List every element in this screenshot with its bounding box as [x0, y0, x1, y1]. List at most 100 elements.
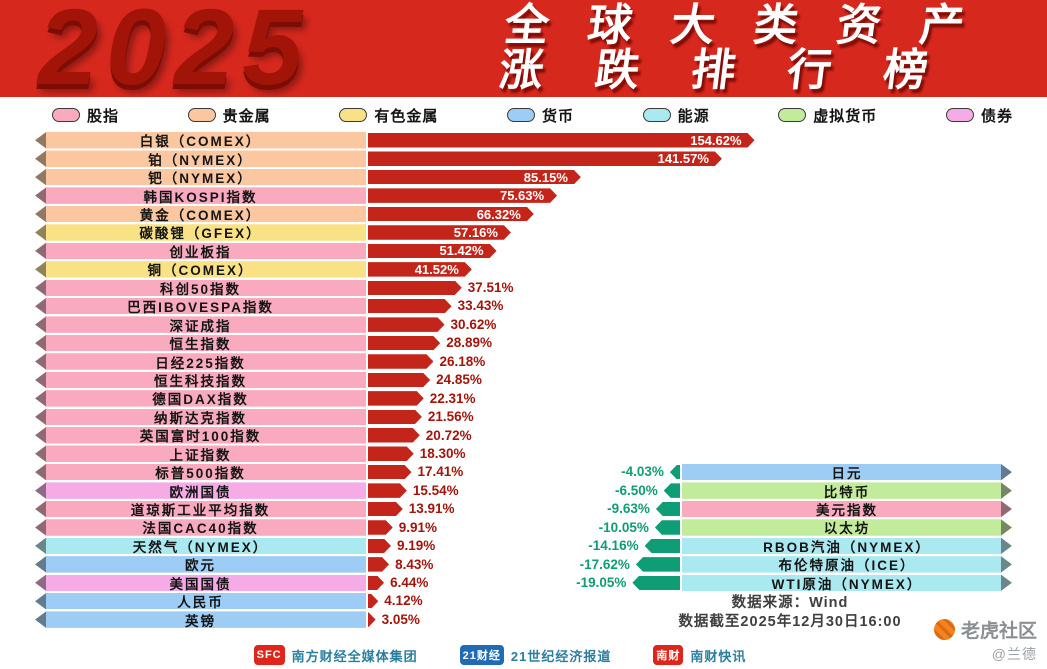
- value-bar-positive: [368, 299, 452, 314]
- asset-label-pill: 人民币: [35, 592, 366, 610]
- value-label: 24.85%: [436, 372, 482, 388]
- value-label: 75.63%: [499, 188, 545, 204]
- watermark-name: 老虎社区: [960, 621, 1037, 642]
- legend-label: 债券: [980, 107, 1013, 125]
- asset-label-pill: 日经225指数: [35, 353, 366, 370]
- chart-row: 黄金（COMEX） 66.32%: [0, 205, 1047, 223]
- legend-swatch: [778, 108, 807, 122]
- tiger-icon: [933, 619, 955, 640]
- asset-label-pill: 黄金（COMEX）: [35, 205, 366, 223]
- value-label: 13.91%: [408, 501, 455, 517]
- value-bar-positive: 85.15%: [368, 170, 581, 185]
- header: 2025 全球大类资产 涨跌排行榜: [0, 0, 1047, 107]
- value-bar-positive: [368, 594, 378, 609]
- legend-label: 货币: [541, 107, 574, 125]
- asset-label-pill: 深证成指: [35, 316, 366, 333]
- asset-label-pill: RBOB汽油（NYMEX）: [682, 538, 1012, 555]
- value-label: -6.50%: [614, 482, 658, 498]
- chart-row: 上证指数 18.30%: [0, 444, 1047, 462]
- value-bar-positive: [368, 428, 420, 443]
- value-bar-positive: 41.52%: [368, 262, 472, 277]
- value-label: 37.51%: [467, 280, 514, 295]
- value-bar-positive: [368, 483, 407, 498]
- chart-row: 韩国KOSPI指数 75.63%: [0, 186, 1047, 204]
- asset-label-pill: 美元指数: [682, 501, 1012, 518]
- brand: 21财经 21世纪经济报道: [459, 645, 612, 665]
- chart-row: 道琼斯工业平均指数 13.91% -9.63% 美元指数: [0, 500, 1047, 518]
- value-label: 17.41%: [417, 464, 464, 480]
- asset-label-pill: 碳酸锂（GFEX）: [35, 224, 366, 241]
- legend-item: 股指: [52, 105, 119, 126]
- value-bar-positive: 51.42%: [368, 244, 497, 259]
- legend-label: 有色金属: [374, 107, 439, 125]
- value-label: -19.05%: [576, 575, 627, 590]
- value-label: 66.32%: [476, 206, 521, 222]
- chart-row: 钯（NYMEX） 85.15%: [0, 168, 1047, 186]
- chart-row: 纳斯达克指数 21.56%: [0, 408, 1047, 426]
- chart-row: 创业板指 51.42%: [0, 242, 1047, 260]
- value-label: 141.57%: [657, 151, 709, 167]
- legend-swatch: [945, 108, 974, 122]
- watermark: 老虎社区 @兰德: [933, 616, 1037, 664]
- value-label: 57.16%: [453, 224, 498, 240]
- chart-row: 英镑 3.05%: [0, 610, 1047, 628]
- value-label: 85.15%: [523, 169, 568, 185]
- source-line2: 数据截至2025年12月30日16:00: [678, 613, 902, 630]
- value-label: 154.62%: [690, 132, 742, 148]
- asset-label-pill: 科创50指数: [35, 279, 366, 296]
- value-label: 22.31%: [429, 390, 476, 406]
- brand-logo: 21财经: [459, 645, 504, 665]
- chart-row: 科创50指数 37.51%: [0, 279, 1047, 297]
- main-title: 全球大类资产 涨跌排行榜: [496, 1, 1006, 95]
- chart-row: 欧洲国债 15.54% -6.50% 比特币: [0, 481, 1047, 499]
- chart-row: 铂（NYMEX） 141.57%: [0, 149, 1047, 167]
- asset-label-pill: 英国富时100指数: [35, 427, 366, 444]
- footer-brands: SFC 南方财经全媒体集团 21财经 21世纪经济报道 南财 南财快讯: [150, 645, 850, 665]
- value-bar-positive: [368, 336, 440, 351]
- chart-row: 恒生科技指数 24.85%: [0, 371, 1047, 389]
- value-label: 3.05%: [381, 611, 420, 627]
- value-label: 33.43%: [457, 298, 504, 314]
- value-bar-positive: [368, 576, 384, 591]
- legend-swatch: [642, 108, 671, 122]
- asset-label-pill: 钯（NYMEX）: [35, 168, 366, 186]
- watermark-name-row: 老虎社区: [933, 616, 1037, 643]
- asset-label-pill: 布伦特原油（ICE）: [682, 556, 1012, 573]
- value-bar-positive: [368, 281, 462, 296]
- value-label: 21.56%: [427, 409, 474, 425]
- legend-item: 货币: [506, 105, 574, 126]
- legend-item: 贵金属: [187, 105, 271, 126]
- asset-label-pill: 恒生科技指数: [35, 371, 366, 389]
- value-bar-positive: 66.32%: [368, 207, 534, 222]
- value-bar-positive: 75.63%: [368, 188, 557, 203]
- value-label: 15.54%: [412, 482, 459, 498]
- asset-label-pill: WTI原油（NYMEX）: [682, 575, 1012, 592]
- chart-row: 美国国债 6.44% -19.05% WTI原油（NYMEX）: [0, 574, 1047, 592]
- value-label: 51.42%: [439, 243, 484, 259]
- value-bar-positive: [368, 410, 422, 425]
- asset-label-pill: 道琼斯工业平均指数: [35, 500, 366, 518]
- value-label: -9.63%: [607, 501, 650, 517]
- chart-row: 恒生指数 28.89%: [0, 334, 1047, 352]
- value-bar-negative: [632, 575, 680, 590]
- value-label: 41.52%: [414, 261, 459, 277]
- chart-row: 欧元 8.43% -17.62% 布伦特原油（ICE）: [0, 555, 1047, 573]
- legend-label: 贵金属: [222, 107, 271, 125]
- asset-label-pill: 美国国债: [35, 574, 366, 591]
- legend-label: 股指: [87, 107, 120, 125]
- value-bar-positive: 141.57%: [368, 151, 722, 166]
- chart-row: 铜（COMEX） 41.52%: [0, 260, 1047, 278]
- value-bar-negative: [654, 520, 680, 535]
- asset-label-pill: 上证指数: [35, 445, 366, 462]
- brand-name: 南财快讯: [690, 648, 747, 664]
- value-bar-positive: 57.16%: [368, 225, 511, 240]
- year-title: 2025: [38, 0, 311, 107]
- legend-swatch: [339, 108, 368, 122]
- chart-row: 德国DAX指数 22.31%: [0, 389, 1047, 407]
- brand: 南财 南财快讯: [653, 645, 746, 665]
- asset-label-pill: 英镑: [35, 611, 366, 628]
- data-source: 数据来源：Wind 数据截至2025年12月30日16:00: [615, 594, 965, 632]
- chart-row: 巴西IBOVESPA指数 33.43%: [0, 297, 1047, 315]
- chart-row: 碳酸锂（GFEX） 57.16%: [0, 223, 1047, 241]
- asset-label-pill: 韩国KOSPI指数: [35, 187, 366, 204]
